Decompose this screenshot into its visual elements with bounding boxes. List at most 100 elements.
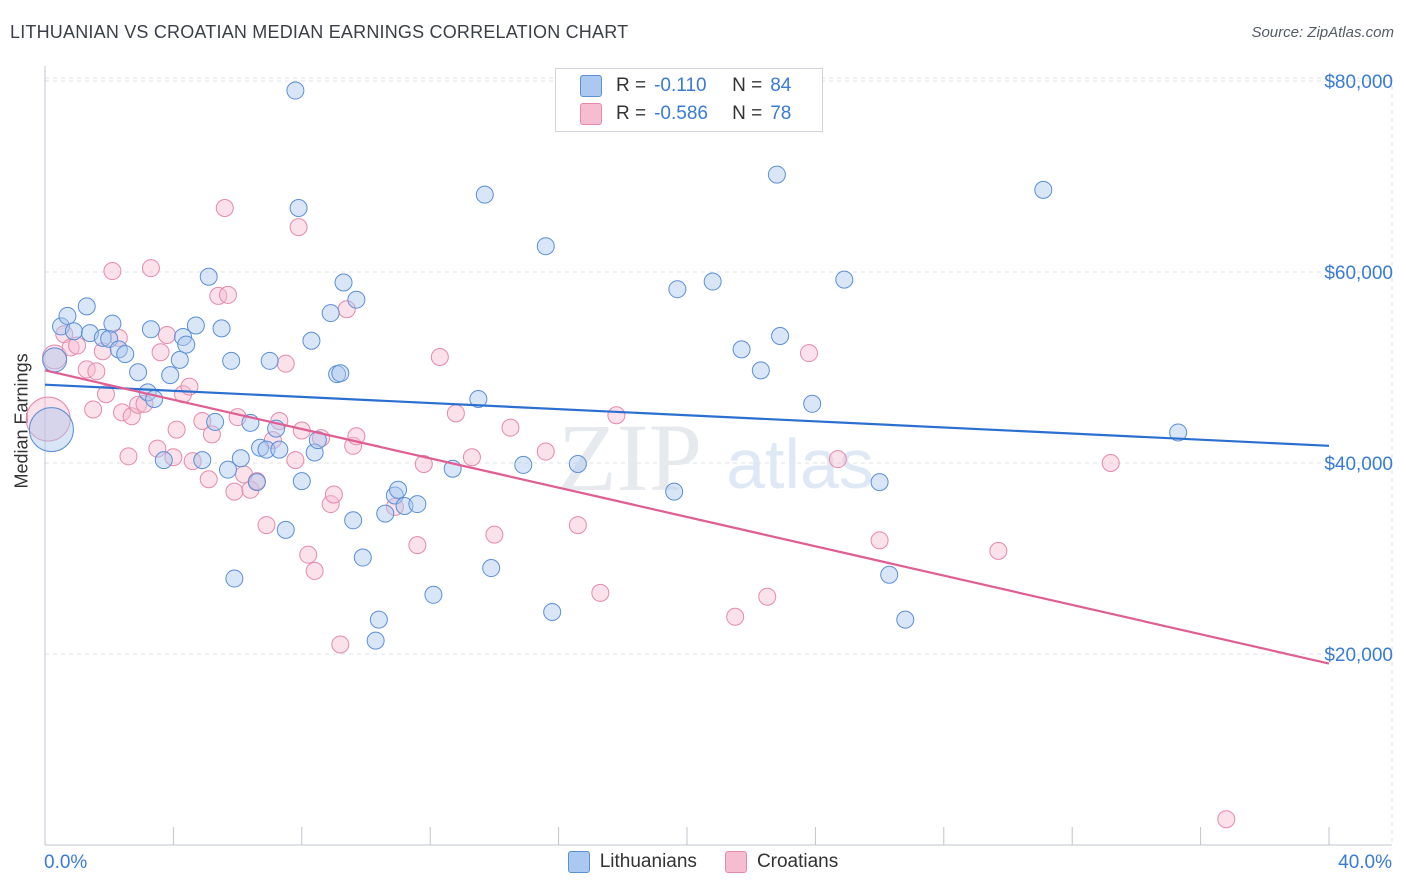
legend-item-lithuanians[interactable]: Lithuanians <box>567 851 697 873</box>
legend-item-croatians[interactable]: Croatians <box>724 851 839 873</box>
croatians-point <box>408 536 427 555</box>
croatians-point <box>1217 810 1236 829</box>
croatians-points <box>25 199 1236 829</box>
croatians-point <box>141 259 160 278</box>
lithuanians-point <box>251 438 270 457</box>
lithuanians-point <box>292 472 311 491</box>
croatians-point <box>299 545 318 564</box>
stats-row-croatians: R = -0.586 N = 78 <box>580 101 791 127</box>
croatians-point <box>215 199 234 218</box>
legend-label: Croatians <box>756 851 839 872</box>
croatians-point <box>135 394 154 413</box>
croatians-point <box>183 452 202 471</box>
lithuanians-point <box>803 394 822 413</box>
lithuanians-point <box>276 520 295 539</box>
lithuanians-point <box>369 610 388 629</box>
croatians-point <box>103 262 122 281</box>
n-value: 78 <box>770 103 792 124</box>
lithuanians-point <box>64 322 83 341</box>
stats-box: R = -0.110 N = 84 R = -0.586 N = 78 <box>555 68 823 132</box>
x-tick-right: 40.0% <box>1338 852 1392 873</box>
croatians-point <box>321 495 340 514</box>
croatians-point <box>225 482 244 501</box>
lithuanians-swatch <box>580 75 602 97</box>
lithuanians-point <box>536 237 555 256</box>
lithuanians-point <box>222 351 241 370</box>
lithuanians-point <box>28 407 74 453</box>
lithuanians-point <box>206 412 225 431</box>
croatians-point <box>193 411 212 430</box>
lithuanians-point <box>186 316 205 335</box>
croatians-point <box>536 442 555 461</box>
croatians-point <box>257 516 276 535</box>
croatians-point <box>989 541 1008 560</box>
croatians-point <box>113 403 132 422</box>
lithuanians-point <box>270 440 289 459</box>
lithuanians-point <box>771 326 790 345</box>
lithuanians-point <box>289 199 308 218</box>
y-tick-label: $60,000 <box>1324 263 1393 284</box>
lithuanians-point <box>286 81 305 100</box>
croatians-point <box>324 485 343 504</box>
lithuanians-point <box>199 267 218 286</box>
croatians-point <box>84 400 103 419</box>
croatians-point <box>870 531 889 550</box>
lithuanians-point <box>347 290 366 309</box>
n-label: N = <box>732 75 763 96</box>
lithuanians-point <box>116 345 135 364</box>
croatians-point <box>157 326 176 345</box>
lithuanians-point <box>212 319 231 338</box>
r-value: -0.110 <box>654 75 707 96</box>
lithuanians-point <box>389 480 408 499</box>
lithuanians-point <box>260 351 279 370</box>
croatians-point <box>331 635 350 654</box>
croatians-point <box>209 286 228 305</box>
croatians-point <box>151 343 170 362</box>
croatians-point <box>607 406 626 425</box>
y-tick-label: $20,000 <box>1324 645 1393 666</box>
croatians-point <box>218 285 237 304</box>
lithuanians-point <box>568 454 587 473</box>
croatians-point <box>462 448 481 467</box>
r-value: -0.586 <box>654 103 708 124</box>
lithuanians-point <box>170 350 189 369</box>
legend-swatch-pink <box>724 851 747 873</box>
lithuanians-point <box>141 320 160 339</box>
lithuanians-point <box>668 280 687 299</box>
lithuanians-point <box>103 314 122 333</box>
stats-row-lithuanians: R = -0.110 N = 84 <box>580 73 791 99</box>
croatians-point <box>199 470 218 489</box>
croatians-point <box>446 404 465 423</box>
lithuanians-point <box>93 328 112 347</box>
lithuanians-point <box>751 361 770 380</box>
croatians-point <box>87 362 106 381</box>
croatians-point <box>68 336 87 355</box>
n-value: 84 <box>770 75 792 96</box>
y-tick-labels: $20,000 $40,000 $60,000 $80,000 <box>1324 72 1393 666</box>
lithuanians-point <box>257 440 276 459</box>
lithuanians-point <box>77 297 96 316</box>
croatians-point <box>414 454 433 473</box>
lithuanians-point <box>177 335 196 354</box>
croatians-point <box>568 516 587 535</box>
croatians-point <box>167 420 186 439</box>
lithuanians-point <box>302 331 321 350</box>
croatians-point <box>799 344 818 363</box>
croatians-point <box>122 407 141 426</box>
croatians-trend-line <box>44 369 1330 665</box>
y-tick-label: $80,000 <box>1324 72 1393 93</box>
lithuanians-point <box>870 473 889 492</box>
croatians-point <box>96 385 115 404</box>
watermark-atlas: atlas <box>726 425 874 503</box>
croatians-point <box>591 583 610 602</box>
legend-swatch-blue <box>567 851 590 873</box>
lithuanians-point <box>225 569 244 588</box>
croatians-point <box>25 396 71 442</box>
croatians-point <box>485 525 504 544</box>
lithuanians-point <box>321 304 340 323</box>
lithuanians-point <box>424 585 443 604</box>
lithuanians-point <box>835 270 854 289</box>
lithuanians-point <box>767 165 786 184</box>
lithuanians-point <box>231 449 250 468</box>
